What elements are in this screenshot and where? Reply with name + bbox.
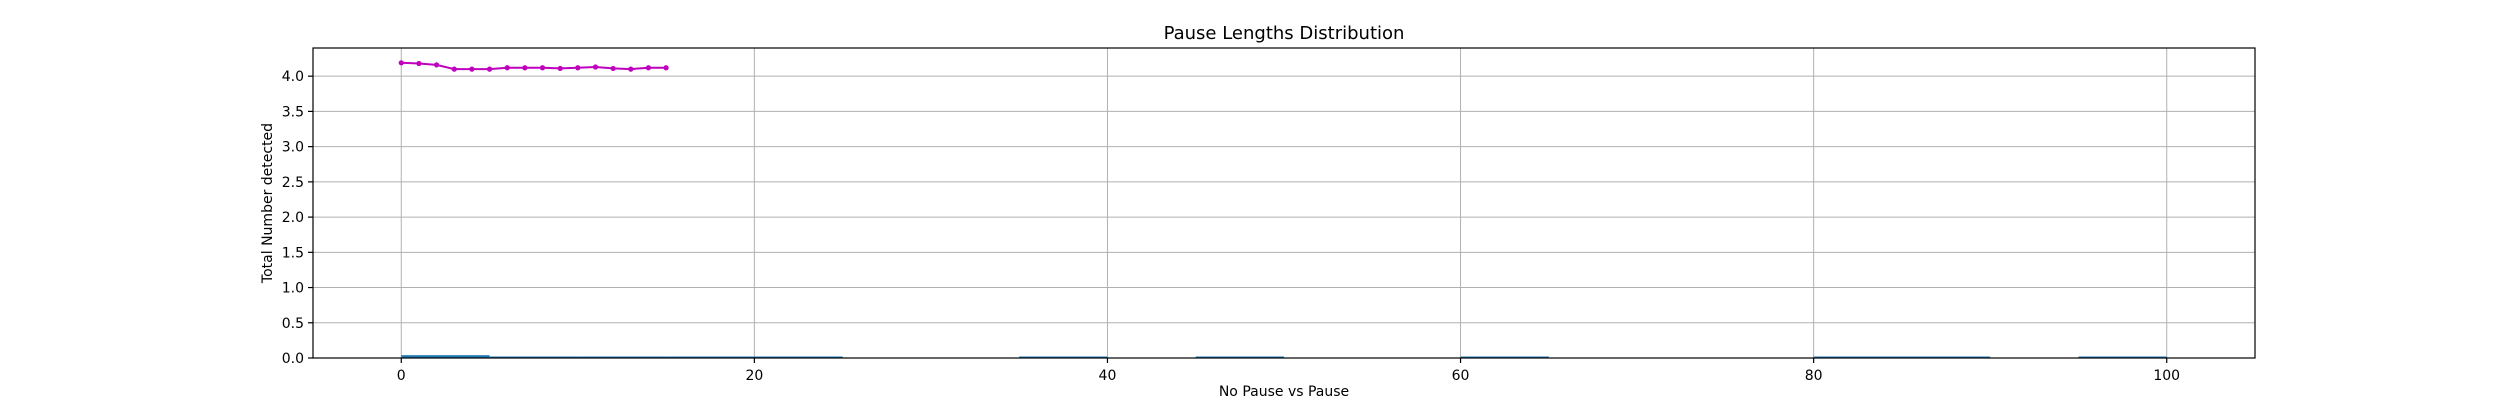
- x-tick-label: 20: [745, 368, 763, 384]
- x-tick-label: 60: [1452, 368, 1470, 384]
- axis-ticks: 0 20 40 60 80 100 0.0 0.5 1.0 1.5 2.0 2.5 3.0 3.5 4.0: [282, 69, 2180, 384]
- data-point: [557, 65, 563, 72]
- y-tick-label: 3.0: [282, 140, 304, 156]
- data-point: [398, 60, 404, 66]
- series-line: [401, 61, 667, 71]
- data-point: [522, 65, 528, 71]
- data-point: [504, 65, 510, 71]
- data-point: [628, 66, 634, 72]
- data-point: [486, 66, 493, 72]
- x-axis-label: No Pause vs Pause: [1219, 384, 1349, 400]
- chart-title: Pause Lengths Distribution: [1164, 23, 1405, 44]
- y-axis-label: Total Number detected: [260, 123, 276, 284]
- y-tick-label: 4.0: [282, 69, 304, 85]
- grid-lines: [313, 48, 2255, 359]
- bar-series: [401, 355, 2167, 358]
- bar: [577, 356, 667, 358]
- x-tick-label: 80: [1805, 368, 1823, 384]
- data-point: [469, 66, 475, 72]
- y-tick-label: 0.5: [282, 316, 304, 332]
- data-point: [416, 60, 422, 67]
- y-tick-label: 2.0: [282, 210, 304, 226]
- data-point: [592, 64, 599, 70]
- bar: [1019, 356, 1108, 358]
- line-series: [398, 60, 669, 72]
- bar: [1195, 356, 1284, 358]
- bar: [2078, 356, 2167, 358]
- y-tick-label: 3.5: [282, 104, 304, 120]
- x-tick-label: 0: [397, 368, 406, 384]
- y-tick-label: 1.5: [282, 245, 304, 261]
- bar: [666, 356, 843, 358]
- data-point: [433, 62, 440, 68]
- y-tick-label: 2.5: [282, 175, 304, 191]
- bar: [1460, 356, 1549, 358]
- x-tick-label: 40: [1099, 368, 1117, 384]
- data-point: [610, 65, 616, 72]
- data-point: [645, 65, 652, 71]
- bar: [1813, 356, 1991, 358]
- x-tick-label: 100: [2153, 368, 2180, 384]
- data-point: [663, 65, 669, 71]
- plot-frame: [312, 47, 2256, 359]
- data-point: [451, 66, 457, 72]
- bar: [401, 355, 490, 358]
- y-tick-label: 1.0: [282, 281, 304, 297]
- data-point: [575, 65, 581, 71]
- y-tick-label: 0.0: [282, 351, 304, 367]
- bar: [489, 356, 578, 358]
- data-point: [539, 65, 546, 71]
